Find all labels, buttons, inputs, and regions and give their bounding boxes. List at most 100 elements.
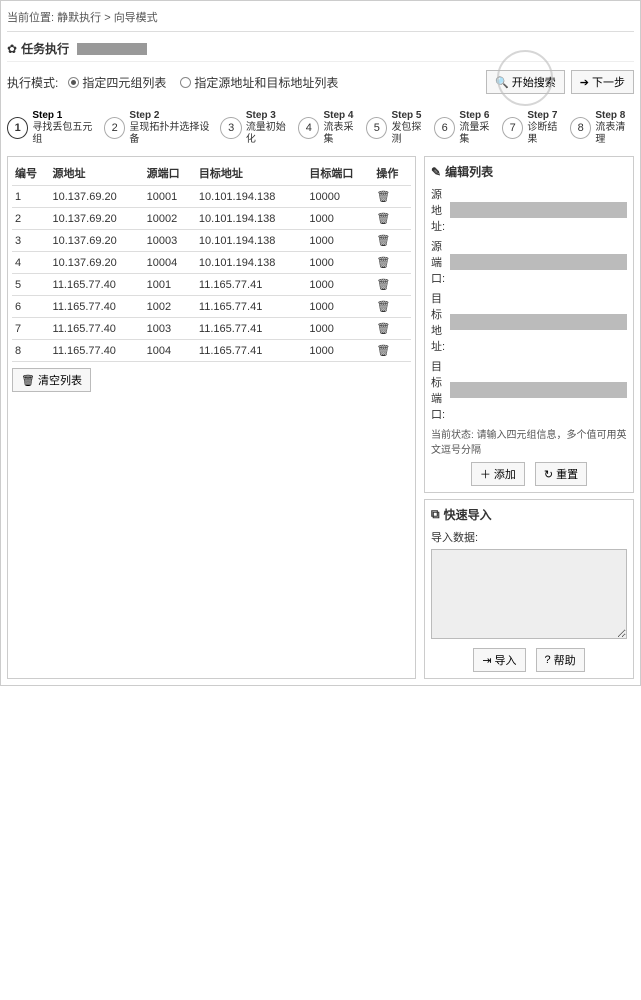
cell-dst_ip: 11.165.77.41 [196, 318, 307, 340]
cell-src_port: 10003 [144, 230, 196, 252]
step-3[interactable]: 3Step 3流量初始化 [220, 110, 294, 146]
table-row[interactable]: 611.165.77.40100211.165.77.411000🗑 [12, 296, 411, 318]
cell-dst_port: 1000 [306, 208, 373, 230]
dst-port-input[interactable] [450, 382, 627, 398]
next-button[interactable]: ➔ 下一步 [571, 70, 634, 94]
delete-row-icon[interactable]: 🗑 [376, 322, 388, 334]
delete-row-icon[interactable]: 🗑 [376, 190, 388, 202]
table-row[interactable]: 210.137.69.201000210.101.194.1381000🗑 [12, 208, 411, 230]
cell-src_port: 10002 [144, 208, 196, 230]
search-button-label: 开始搜索 [512, 74, 556, 90]
dst-ip-label: 目标地址: [431, 290, 446, 354]
step-2[interactable]: 2Step 2呈现拓扑并选择设备 [104, 110, 216, 146]
step-text: Step 7诊断结果 [527, 110, 566, 146]
reset-label: 重置 [556, 466, 578, 482]
clear-list-label: 清空列表 [38, 372, 82, 388]
delete-row-icon[interactable]: 🗑 [376, 344, 388, 356]
search-button[interactable]: 🔍 开始搜索 [486, 70, 565, 94]
step-7[interactable]: 7Step 7诊断结果 [502, 110, 566, 146]
help-button[interactable]: ? 帮助 [536, 648, 585, 672]
bolt-icon: ⧉ [431, 507, 440, 522]
cell-src_port: 1003 [144, 318, 196, 340]
next-button-label: 下一步 [592, 74, 625, 90]
cell-src_ip: 11.165.77.40 [50, 274, 144, 296]
step-subtitle: 流表清理 [595, 122, 634, 146]
cell-idx: 8 [12, 340, 50, 362]
step-subtitle: 呈现拓扑并选择设备 [129, 122, 216, 146]
cell-op: 🗑 [373, 318, 411, 340]
gear-icon: ✿ [7, 42, 17, 56]
step-6[interactable]: 6Step 6流量采集 [434, 110, 498, 146]
cell-dst_port: 10000 [306, 186, 373, 208]
cell-src_port: 10001 [144, 186, 196, 208]
breadcrumb-p1[interactable]: 静默执行 [57, 12, 101, 24]
dst-port-label: 目标端口: [431, 358, 446, 422]
cell-src_ip: 11.165.77.40 [50, 340, 144, 362]
src-ip-input[interactable] [450, 202, 627, 218]
step-5[interactable]: 5 Step 5发包探测 [366, 110, 430, 146]
radio-label: 指定四元组列表 [82, 74, 166, 91]
table-row[interactable]: 511.165.77.40100111.165.77.411000🗑 [12, 274, 411, 296]
step-1[interactable]: 1Step 1寻找丢包五元组 [7, 110, 100, 146]
dst-ip-input[interactable] [450, 314, 627, 330]
import-button[interactable]: ⇥ 导入 [473, 648, 525, 672]
reset-button[interactable]: ↻ 重置 [535, 462, 587, 486]
step-title: Step 5 [391, 110, 430, 122]
step-subtitle: 发包探测 [391, 122, 430, 146]
mode-radio-group: 指定四元组列表 指定源地址和目标地址列表 [68, 74, 486, 91]
cell-idx: 6 [12, 296, 50, 318]
add-label: 添加 [494, 466, 516, 482]
delete-row-icon[interactable]: 🗑 [376, 256, 388, 268]
cell-src_port: 10004 [144, 252, 196, 274]
delete-row-icon[interactable]: 🗑 [376, 212, 388, 224]
cell-idx: 4 [12, 252, 50, 274]
step-subtitle: 流表采集 [323, 122, 362, 146]
delete-row-icon[interactable]: 🗑 [376, 234, 388, 246]
step-4[interactable]: 4Step 4流表采集 [298, 110, 362, 146]
step-circle: 1 [7, 117, 28, 139]
table-row[interactable]: 410.137.69.201000410.101.194.1381000🗑 [12, 252, 411, 274]
table-row[interactable]: 310.137.69.201000310.101.194.1381000🗑 [12, 230, 411, 252]
step-circle: 4 [298, 117, 319, 139]
table-row[interactable]: 110.137.69.201000110.101.194.13810000🗑 [12, 186, 411, 208]
arrow-right-icon: ➔ [580, 76, 589, 89]
radio-option-tuple[interactable]: 指定四元组列表 [68, 74, 166, 91]
toolbar-title: 任务执行 [21, 40, 69, 57]
cell-dst_ip: 11.165.77.41 [196, 296, 307, 318]
cell-idx: 3 [12, 230, 50, 252]
step-circle: 7 [502, 117, 523, 139]
radio-option-addr-list[interactable]: 指定源地址和目标地址列表 [180, 74, 338, 91]
step-title: Step 2 [129, 110, 216, 122]
add-button[interactable]: ＋ 添加 [471, 462, 525, 486]
import-panel-title: 快速导入 [444, 506, 492, 523]
col-dst-port: 目标端口 [306, 161, 373, 186]
src-port-input[interactable] [450, 254, 627, 270]
step-text: Step 8流表清理 [595, 110, 634, 146]
cell-op: 🗑 [373, 208, 411, 230]
radio-label: 指定源地址和目标地址列表 [194, 74, 338, 91]
cell-op: 🗑 [373, 186, 411, 208]
import-icon: ⇥ [482, 654, 491, 667]
breadcrumb-p2[interactable]: 向导模式 [114, 12, 158, 24]
cell-op: 🗑 [373, 340, 411, 362]
step-circle: 5 [366, 117, 387, 139]
table-row[interactable]: 711.165.77.40100311.165.77.411000🗑 [12, 318, 411, 340]
step-circle: 2 [104, 117, 125, 139]
step-circle: 8 [570, 117, 591, 139]
import-textarea[interactable] [431, 549, 627, 639]
cell-dst_ip: 11.165.77.41 [196, 340, 307, 362]
cell-dst_ip: 10.101.194.138 [196, 230, 307, 252]
step-8[interactable]: 8Step 8流表清理 [570, 110, 634, 146]
plus-icon: ＋ [480, 466, 491, 482]
cell-op: 🗑 [373, 274, 411, 296]
step-text: Step 2呈现拓扑并选择设备 [129, 110, 216, 146]
cell-dst_ip: 11.165.77.41 [196, 274, 307, 296]
step-text: Step 3流量初始化 [246, 110, 294, 146]
delete-row-icon[interactable]: 🗑 [376, 278, 388, 290]
delete-row-icon[interactable]: 🗑 [376, 300, 388, 312]
clear-list-button[interactable]: 🗑 清空列表 [12, 368, 91, 392]
edit-panel: ✎ 编辑列表 源地址: 源端口: 目标地址: 目标端口: [424, 156, 634, 493]
import-data-label: 导入数据: [431, 529, 627, 545]
cell-src_port: 1001 [144, 274, 196, 296]
table-row[interactable]: 811.165.77.40100411.165.77.411000🗑 [12, 340, 411, 362]
